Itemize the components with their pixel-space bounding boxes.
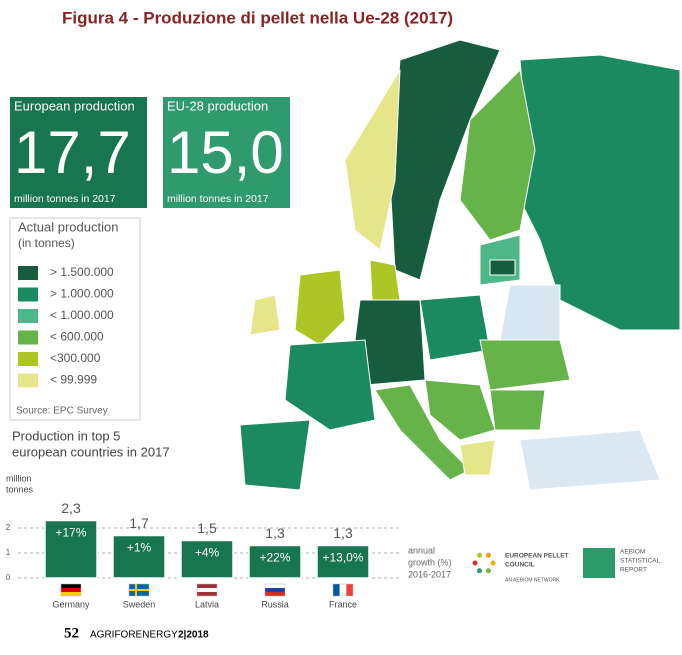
chart-title: Production in top 5 [12,428,120,443]
flag [265,592,285,596]
source: Source: EPC Survey [16,406,108,417]
stat-box [10,97,147,208]
y-axis-label: tonnes [6,484,34,494]
title: Figura 4 - Produzione di pellet nella Ue… [62,8,453,27]
growth-label: +17% [55,526,86,540]
stat-unit: million tonnes in 2017 [14,193,116,205]
flag [346,584,354,596]
logo-text: STATISTICAL [620,558,661,565]
x-tick-label: Latvia [195,599,219,609]
flag [61,592,81,596]
flag-border [60,583,82,597]
value-label: 2,3 [61,500,81,516]
legend-swatch [18,330,38,345]
logo-dot [490,560,496,566]
flag-border [196,583,218,597]
stat-value: 17,7 [14,119,131,186]
legend-label: <300.000 [50,351,101,365]
growth-label: +1% [127,541,152,555]
legend-label: < 99.999 [50,373,97,387]
flag [135,584,137,596]
legend-swatch [18,287,38,302]
bar [112,534,166,579]
logo-dot [486,568,491,574]
logo-mark [583,548,615,578]
flag [333,584,340,596]
stat-label: European production [14,98,135,113]
legend-title: Actual production [18,219,118,234]
issue: 2|2018 [178,630,209,641]
stat-box [163,97,290,208]
logo-text: AN AEBIOM NETWORK [505,577,560,583]
flag-border [332,583,354,597]
legend-label: < 1.000.000 [50,308,114,322]
value-label: 1,3 [265,525,285,541]
logo-text: COUNCIL [505,562,535,569]
logo-dot [486,552,491,558]
flag-border [264,583,286,597]
legend-label: > 1.000.000 [50,287,114,301]
flag [129,589,149,591]
logo-text: AEBIOM [620,549,645,556]
logo-dot [477,568,482,574]
chart-title: european countries in 2017 [12,444,170,459]
legend-swatch [18,309,38,323]
stat-unit: million tonnes in 2017 [167,193,269,205]
growth-note: 2016-2017 [408,569,451,579]
logo-dot [472,560,478,566]
flag [61,588,81,592]
y-tick-label: 1 [6,548,11,557]
value-label: 1,7 [129,515,149,531]
legend-swatch [18,266,38,280]
logo-text: EUROPEAN PELLET [505,553,569,560]
x-tick-label: Germany [52,599,90,609]
logo-dot [477,552,482,558]
flag [61,584,81,588]
stat-value: 15,0 [167,119,284,186]
flag [265,584,285,588]
x-tick-label: Russia [261,599,289,609]
y-axis-label: million [6,473,32,483]
page-number: 52 [64,625,79,641]
value-label: 1,3 [333,525,353,541]
growth-note: annual [408,545,435,555]
flag [339,584,347,596]
bar [180,539,234,579]
bar [316,544,370,579]
flag [197,584,217,588]
magazine: AGRIFORENERGY [90,630,178,641]
legend-swatch [18,352,38,366]
legend-label: < 600.000 [50,330,104,344]
growth-note: growth (%) [408,557,452,567]
flag [197,592,217,596]
flag [265,588,285,592]
growth-label: +22% [259,551,290,565]
x-tick-label: France [329,599,357,609]
map [239,39,681,491]
flag [197,588,217,592]
legend-swatch [18,373,38,388]
y-tick-label: 2 [6,523,11,532]
value-label: 1,5 [197,520,217,536]
legend-title: (in tonnes) [18,236,75,250]
growth-label: +13,0% [322,551,363,565]
bar [44,519,98,579]
flag-border [128,583,150,597]
legend-label: > 1.500.000 [50,265,114,279]
bar [248,544,302,579]
logo-text: REPORT [620,567,647,574]
growth-label: +4% [195,546,220,560]
stat-label: EU-28 production [167,98,268,113]
x-tick-label: Sweden [123,599,156,609]
y-tick-label: 0 [6,573,11,582]
